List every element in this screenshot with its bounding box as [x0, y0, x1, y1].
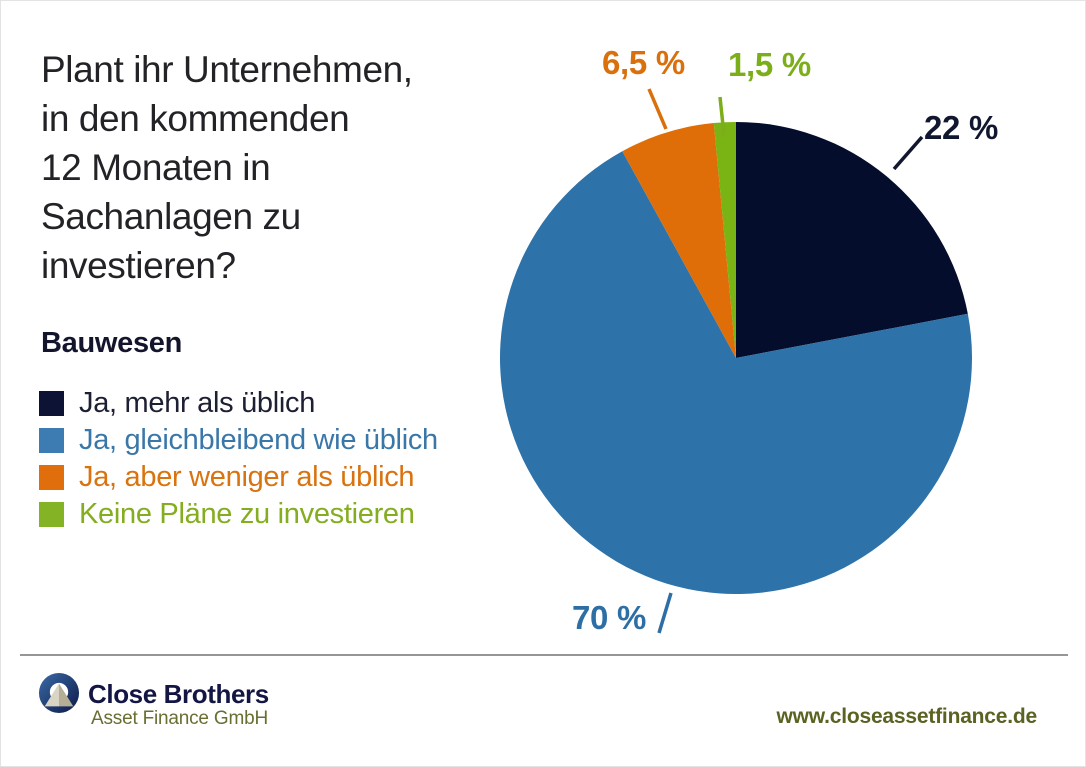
legend-label: Keine Pläne zu investieren	[79, 498, 415, 530]
footer-divider	[20, 654, 1068, 656]
pie-slice	[713, 122, 736, 358]
pie-leader-line	[718, 96, 726, 136]
pie-slice	[500, 151, 972, 594]
legend-label: Ja, gleichbleibend wie üblich	[79, 424, 438, 456]
website-url: www.closeassetfinance.de	[776, 705, 1037, 728]
pie-label-1-5: 1,5 %	[728, 46, 811, 83]
legend-swatch-green	[39, 502, 64, 527]
legend-swatch-blue	[39, 428, 64, 453]
pie-leader-line	[647, 88, 668, 130]
legend-swatch-navy	[39, 391, 64, 416]
legend-item: Keine Pläne zu investieren	[39, 496, 438, 533]
legend-label: Ja, aber weniger als üblich	[79, 461, 415, 493]
pie-slice	[622, 123, 736, 358]
legend-item: Ja, mehr als üblich	[39, 385, 438, 422]
legend-item: Ja, gleichbleibend wie üblich	[39, 422, 438, 459]
title-line: investieren?	[41, 245, 236, 286]
pie-leader-line	[892, 135, 924, 171]
title-line: 12 Monaten in	[41, 147, 271, 188]
title-line: Plant ihr Unternehmen,	[41, 49, 413, 90]
title-line: in den kommenden	[41, 98, 350, 139]
pie-leader-line	[657, 592, 673, 634]
chart-legend: Ja, mehr als üblich Ja, gleichbleibend w…	[39, 385, 438, 533]
pie-label-70: 70 %	[572, 599, 647, 636]
legend-item: Ja, aber weniger als üblich	[39, 459, 438, 496]
brand-subtitle: Asset Finance GmbH	[91, 708, 268, 729]
pie-label-6-5: 6,5 %	[602, 44, 685, 81]
sector-subtitle: Bauwesen	[41, 327, 183, 359]
title-line: Sachanlagen zu	[41, 196, 301, 237]
brand-name: Close Brothers	[88, 679, 269, 709]
page-title: Plant ihr Unternehmen, in den kommenden …	[41, 45, 521, 290]
pie-slice	[736, 122, 968, 358]
pie-label-22: 22 %	[924, 109, 999, 146]
close-brothers-logo-icon	[38, 672, 80, 714]
legend-label: Ja, mehr als üblich	[79, 387, 316, 419]
legend-swatch-orange	[39, 465, 64, 490]
